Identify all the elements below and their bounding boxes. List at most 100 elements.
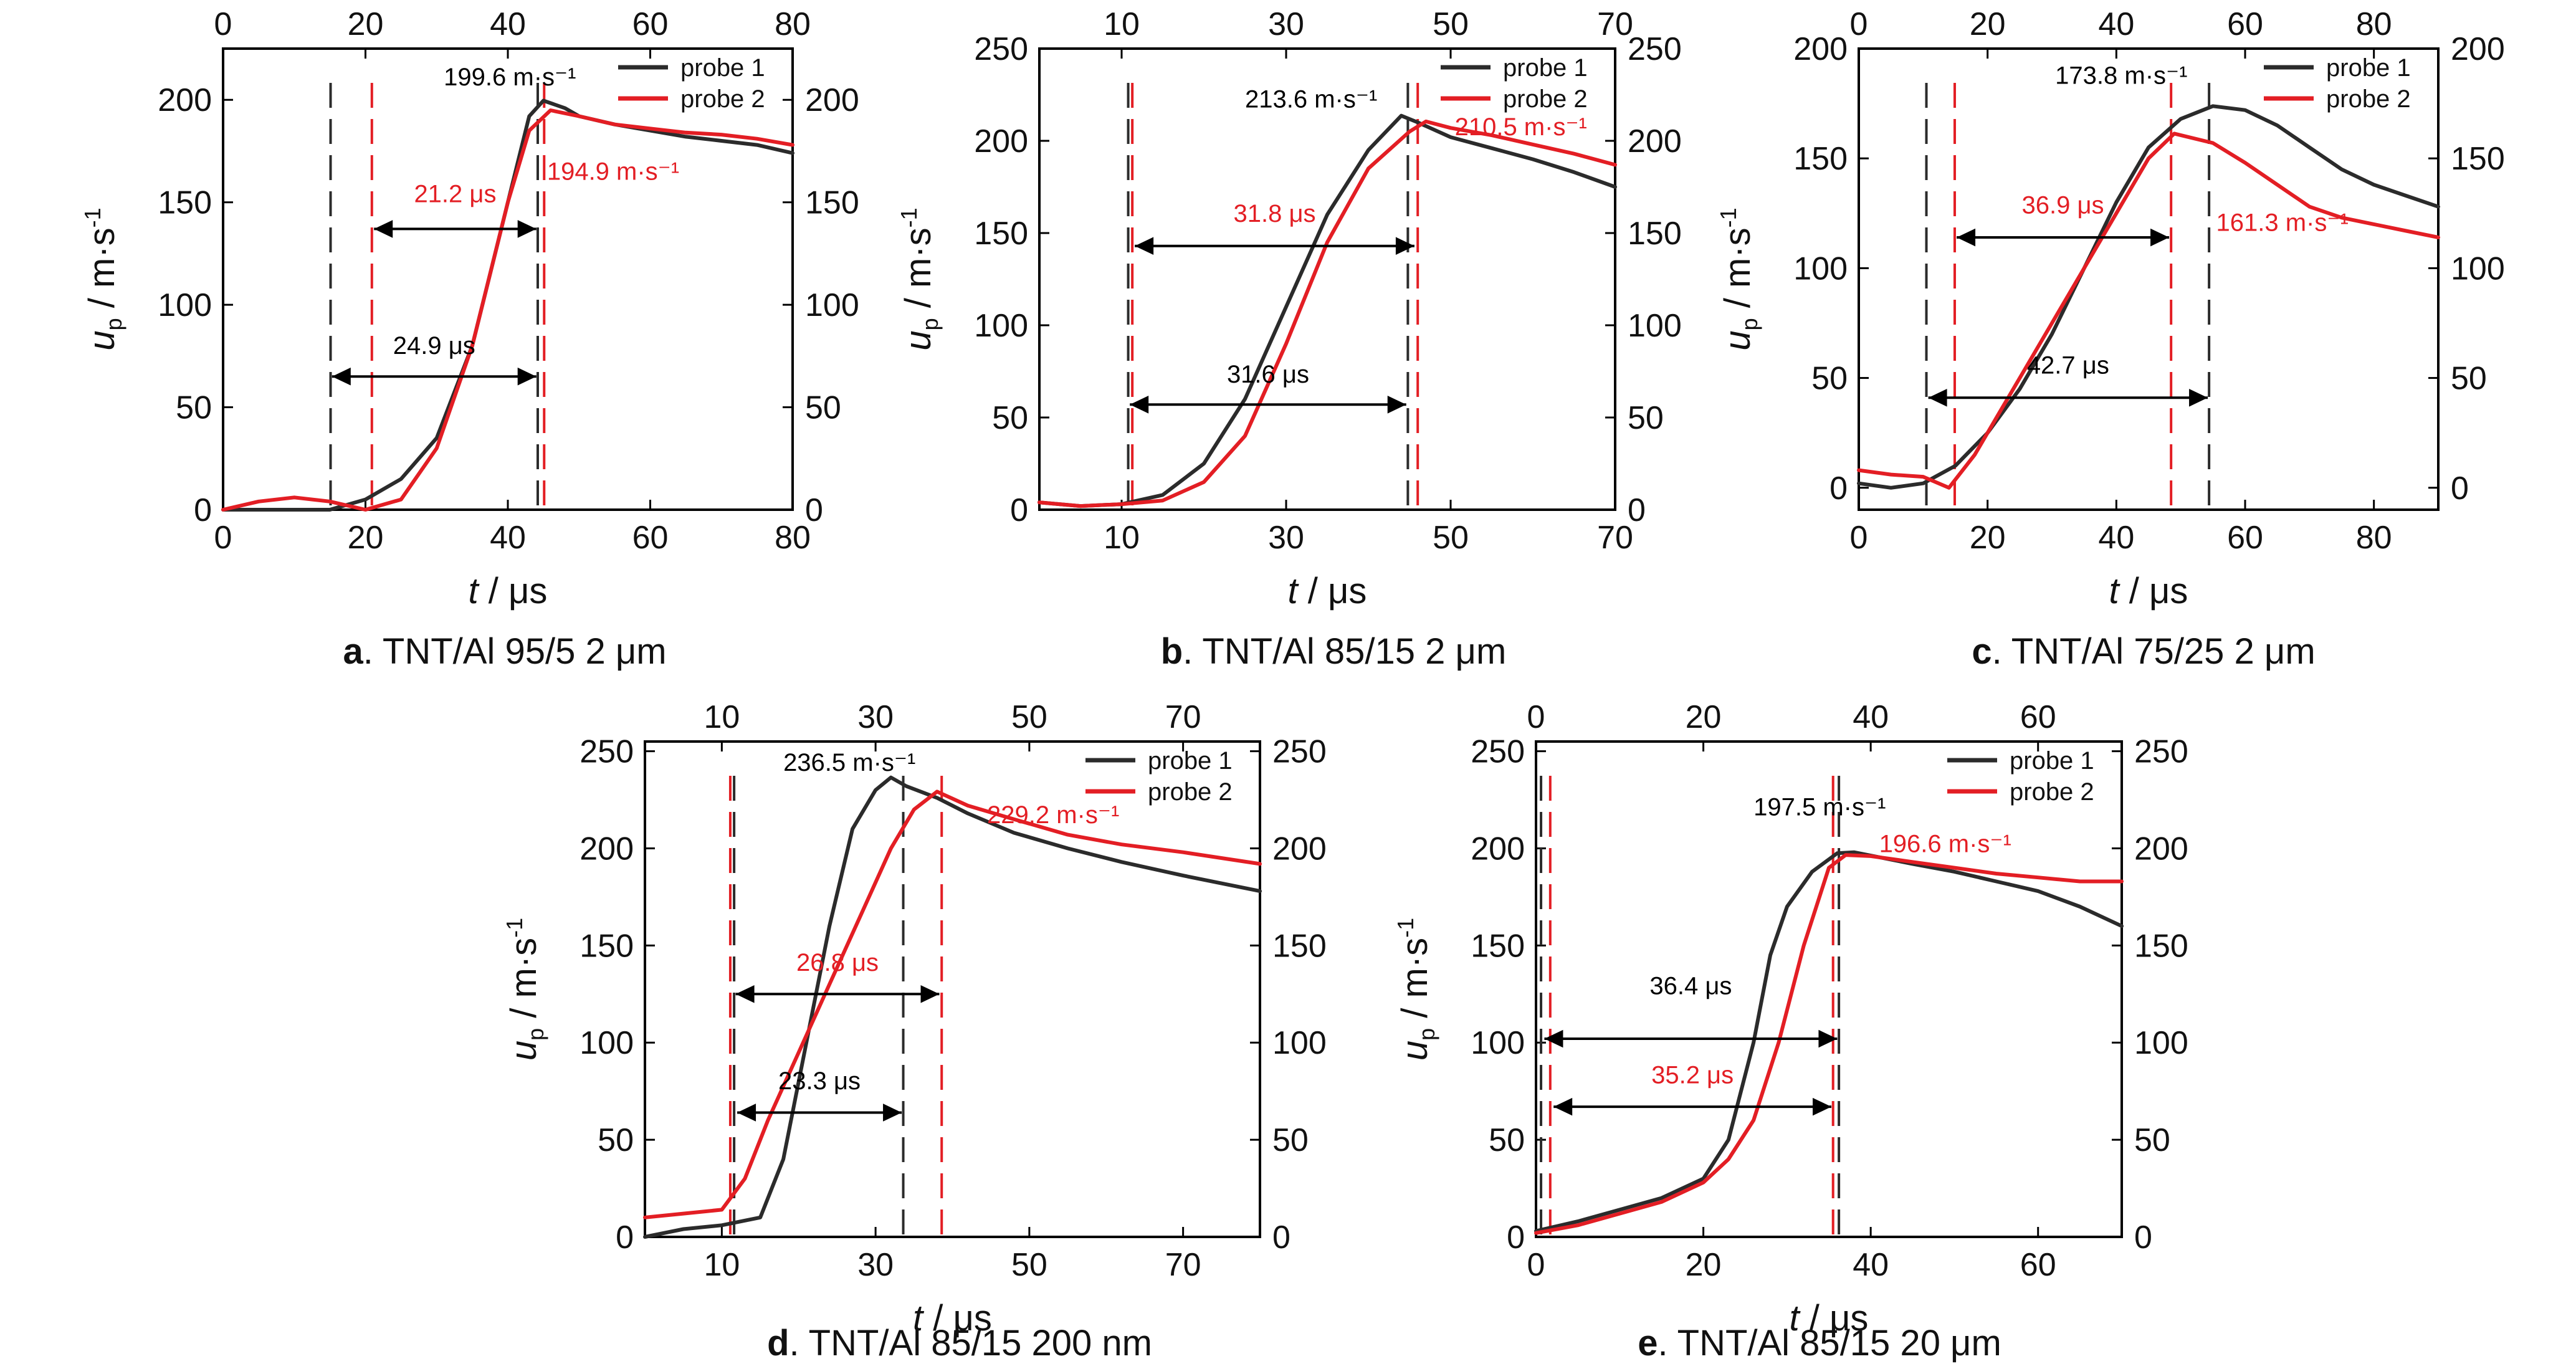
x-tick-label: 40 [2098,520,2134,556]
arrow-head-right [1387,395,1406,414]
y-tick-label: 250 [1471,734,1525,770]
x2-tick-label: 60 [2227,6,2263,42]
chart-panel-a: 0 20 40 60 800 20 40 60 800501001502000501001502… [80,6,859,672]
arrow-head-right [920,985,940,1003]
arrow-head-right [517,367,537,386]
legend-label: probe 1 [2326,54,2411,82]
plot-frame [1858,47,2440,511]
y-tick-label: 200 [974,123,1028,160]
x-axis-title: t / μs [1790,1298,1869,1338]
x2-tick-label: 0 [214,6,232,42]
interval-label: 35.2 μs [1651,1062,1734,1089]
interval-label: 31.6 μs [1227,361,1309,388]
y-tick-label: 200 [158,82,212,118]
x-tick-label: 60 [632,520,669,556]
y2-tick-label: 200 [2134,831,2188,867]
x-tick-label: 0 [214,520,232,556]
series-line-probe-1 [1857,104,2440,490]
y-tick-label: 150 [1793,141,1848,177]
legend-label: probe 1 [1148,747,1233,775]
arrow-head-left [735,985,755,1003]
chart-panel-e: 0 20 40 600 20 40 6005010015020025005010015020… [1393,699,2188,1363]
series-line-probe-2 [643,789,1262,1219]
y-tick-label: 0 [1829,470,1848,507]
y2-tick-label: 100 [2451,250,2505,287]
y-tick-label: 250 [580,734,634,770]
y2-tick-label: 200 [2451,31,2505,67]
y2-tick-label: 200 [1272,831,1327,867]
y-tick-label: 150 [580,928,634,964]
y2-tick-label: 50 [1272,1122,1309,1158]
y2-tick-label: 150 [2451,141,2505,177]
x-tick-label: 0 [1527,1247,1545,1283]
x-tick-label: 80 [775,520,811,556]
x-tick-label: 70 [1597,520,1633,556]
x2-tick-label: 60 [2020,699,2056,735]
peak-value-label: 199.6 m·s⁻¹ [444,64,576,91]
x-tick-label: 20 [348,520,384,556]
x2-tick-label: 60 [632,6,669,42]
y2-tick-label: 200 [805,82,859,118]
interval-label: 36.4 μs [1649,972,1732,999]
panel-caption: c. TNT/Al 75/25 2 μm [1972,631,2315,672]
series-line-probe-1 [643,775,1262,1239]
peak-value-label: 229.2 m·s⁻¹ [987,801,1119,829]
y2-tick-label: 250 [2134,734,2188,770]
x2-tick-label: 40 [1853,699,1889,735]
y-tick-label: 150 [158,185,212,221]
series-line-probe-2 [1857,131,2440,490]
y2-tick-label: 50 [2134,1122,2170,1158]
arrow-head-left [1553,1097,1573,1116]
x2-tick-label: 50 [1433,6,1469,42]
plot-frame [222,47,794,511]
y-axis-title: up / m·s-1 [80,207,126,350]
x-tick-label: 10 [704,1247,740,1283]
plot-frame [1535,740,2123,1238]
y-axis-title: up / m·s-1 [502,918,548,1061]
legend-label: probe 2 [2010,778,2094,806]
x-axis-title: t / μs [913,1298,992,1338]
y2-tick-label: 250 [1628,31,1682,67]
interval-label: 36.9 μs [2022,191,2104,219]
y2-tick-label: 100 [805,287,859,323]
y2-tick-label: 100 [1272,1025,1327,1061]
y2-tick-label: 0 [2451,470,2469,507]
interval-label: 24.9 μs [393,332,475,360]
x2-tick-label: 40 [490,6,526,42]
x2-tick-label: 20 [1970,6,2006,42]
y-tick-label: 100 [158,287,212,323]
peak-value-label: 161.3 m·s⁻¹ [2216,209,2349,236]
y2-tick-label: 150 [1628,216,1682,252]
y2-tick-label: 50 [805,390,841,426]
y-tick-label: 0 [616,1219,634,1256]
y2-tick-label: 150 [805,185,859,221]
y-tick-label: 200 [1471,831,1525,867]
y2-tick-label: 0 [805,492,823,528]
interval-label: 23.3 μs [778,1067,861,1095]
arrow-head-left [332,367,351,386]
y2-tick-label: 100 [2134,1025,2188,1061]
y-tick-label: 100 [1471,1025,1525,1061]
arrow-head-right [517,220,537,238]
series-line-probe-2 [1534,853,2124,1235]
legend-label: probe 1 [1503,54,1588,82]
series-line-probe-1 [221,98,794,512]
y-tick-label: 50 [176,390,212,426]
y-tick-label: 100 [580,1025,634,1061]
x2-tick-label: 0 [1527,699,1545,735]
series-line-probe-2 [1038,119,1617,508]
series-line-probe-1 [1534,850,2124,1233]
arrow-head-left [1544,1029,1563,1048]
y2-tick-label: 0 [1628,492,1646,528]
x2-tick-label: 20 [348,6,384,42]
plot-frame [1038,47,1616,511]
y2-tick-label: 100 [1628,308,1682,344]
arrow-head-right [1395,237,1414,255]
y-tick-label: 150 [974,216,1028,252]
arrow-head-right [1818,1029,1838,1048]
panel-caption: b. TNT/Al 85/15 2 μm [1161,631,1507,672]
y2-tick-label: 150 [2134,928,2188,964]
y-tick-label: 50 [992,400,1028,436]
